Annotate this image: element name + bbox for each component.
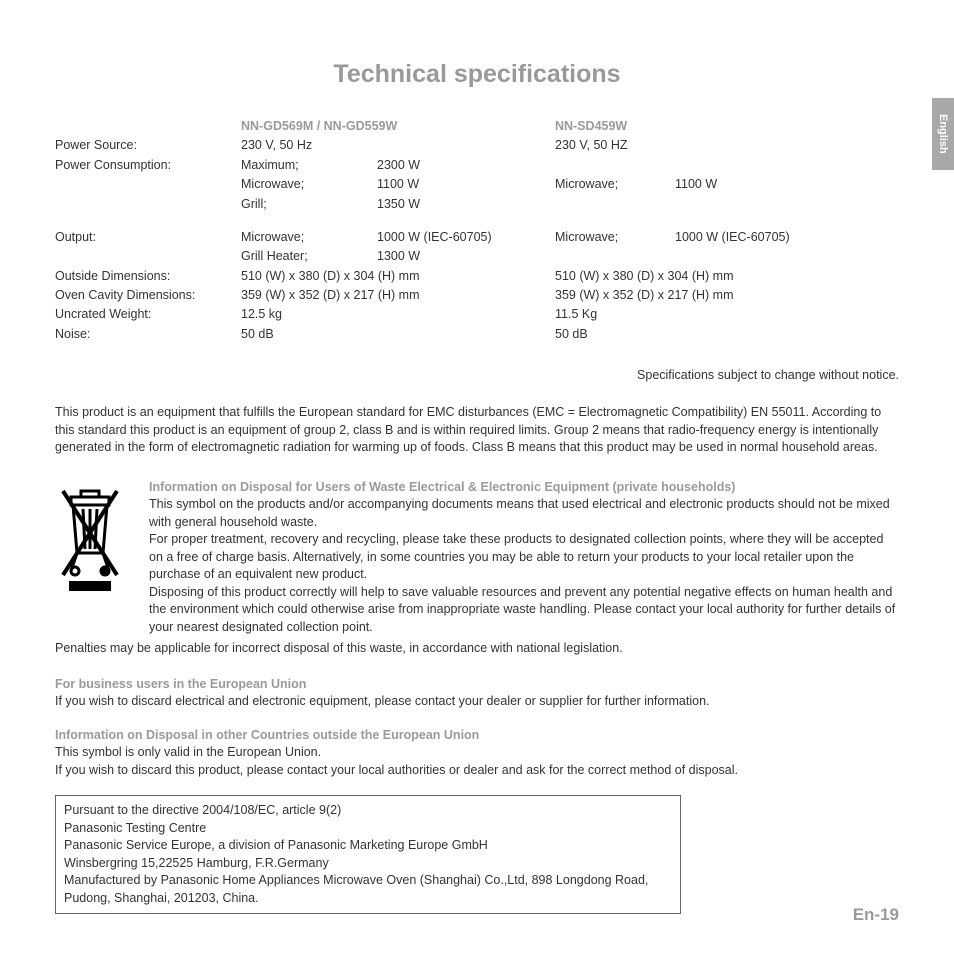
business-heading: For business users in the European Union <box>55 676 899 694</box>
label-power-consumption: Power Consumption: <box>55 156 241 175</box>
disposal-heading: Information on Disposal for Users of Was… <box>149 479 899 497</box>
val: 11.5 Kg <box>555 305 899 324</box>
val: Grill; <box>241 195 377 214</box>
label-noise: Noise: <box>55 325 241 344</box>
other-l2: If you wish to discard this product, ple… <box>55 762 899 780</box>
val: Maximum; <box>241 156 377 175</box>
disposal-p2: For proper treatment, recovery and recyc… <box>149 531 899 584</box>
box-l1: Pursuant to the directive 2004/108/EC, a… <box>64 802 672 820</box>
spec-table: NN-GD569M / NN-GD559W NN-SD459W Power So… <box>55 117 899 344</box>
language-tab: English <box>932 98 954 170</box>
directive-box: Pursuant to the directive 2004/108/EC, a… <box>55 795 681 914</box>
val: 230 V, 50 HZ <box>555 136 899 155</box>
box-l2: Panasonic Testing Centre <box>64 820 672 838</box>
disposal-p1: This symbol on the products and/or accom… <box>149 496 899 531</box>
label-weight: Uncrated Weight: <box>55 305 241 324</box>
other-countries-section: Information on Disposal in other Countri… <box>55 727 899 780</box>
val: Grill Heater; <box>241 247 377 266</box>
val: 359 (W) x 352 (D) x 217 (H) mm <box>555 286 899 305</box>
box-l4: Winsbergring 15,22525 Hamburg, F.R.Germa… <box>64 855 672 873</box>
val: Microwave; <box>241 228 377 247</box>
val: Microwave; <box>241 175 377 194</box>
label-output: Output: <box>55 228 241 247</box>
val: 1000 W (IEC-60705) <box>377 228 555 247</box>
model-a-header: NN-GD569M / NN-GD559W <box>241 117 555 136</box>
business-section: For business users in the European Union… <box>55 676 899 711</box>
box-l5: Manufactured by Panasonic Home Appliance… <box>64 872 672 907</box>
val: 510 (W) x 380 (D) x 304 (H) mm <box>555 267 899 286</box>
page-content: Technical specifications NN-GD569M / NN-… <box>0 0 954 914</box>
label-power-source: Power Source: <box>55 136 241 155</box>
val: 1100 W <box>675 175 899 194</box>
val: 359 (W) x 352 (D) x 217 (H) mm <box>241 286 555 305</box>
page-title: Technical specifications <box>55 60 899 89</box>
change-notice: Specifications subject to change without… <box>55 368 899 382</box>
business-text: If you wish to discard electrical and el… <box>55 693 899 711</box>
val: 2300 W <box>377 156 555 175</box>
other-heading: Information on Disposal in other Countri… <box>55 727 899 745</box>
val: 510 (W) x 380 (D) x 304 (H) mm <box>241 267 555 286</box>
page-number: En-19 <box>853 905 899 925</box>
val: Microwave; <box>555 175 675 194</box>
label-outside-dims: Outside Dimensions: <box>55 267 241 286</box>
other-l1: This symbol is only valid in the Europea… <box>55 744 899 762</box>
val: 50 dB <box>555 325 899 344</box>
disposal-penalty: Penalties may be applicable for incorrec… <box>55 640 899 658</box>
disposal-section: Information on Disposal for Users of Was… <box>55 479 899 637</box>
val: Microwave; <box>555 228 675 247</box>
val: 12.5 kg <box>241 305 555 324</box>
val: 50 dB <box>241 325 555 344</box>
val: 1100 W <box>377 175 555 194</box>
model-b-header: NN-SD459W <box>555 117 899 136</box>
disposal-p3: Disposing of this product correctly will… <box>149 584 899 637</box>
label-cavity-dims: Oven Cavity Dimensions: <box>55 286 241 305</box>
val: 1000 W (IEC-60705) <box>675 228 899 247</box>
val: 1350 W <box>377 195 555 214</box>
weee-bin-icon <box>55 479 133 637</box>
val: 230 V, 50 Hz <box>241 136 555 155</box>
box-l3: Panasonic Service Europe, a division of … <box>64 837 672 855</box>
val: 1300 W <box>377 247 555 266</box>
emc-paragraph: This product is an equipment that fulfil… <box>55 404 899 457</box>
